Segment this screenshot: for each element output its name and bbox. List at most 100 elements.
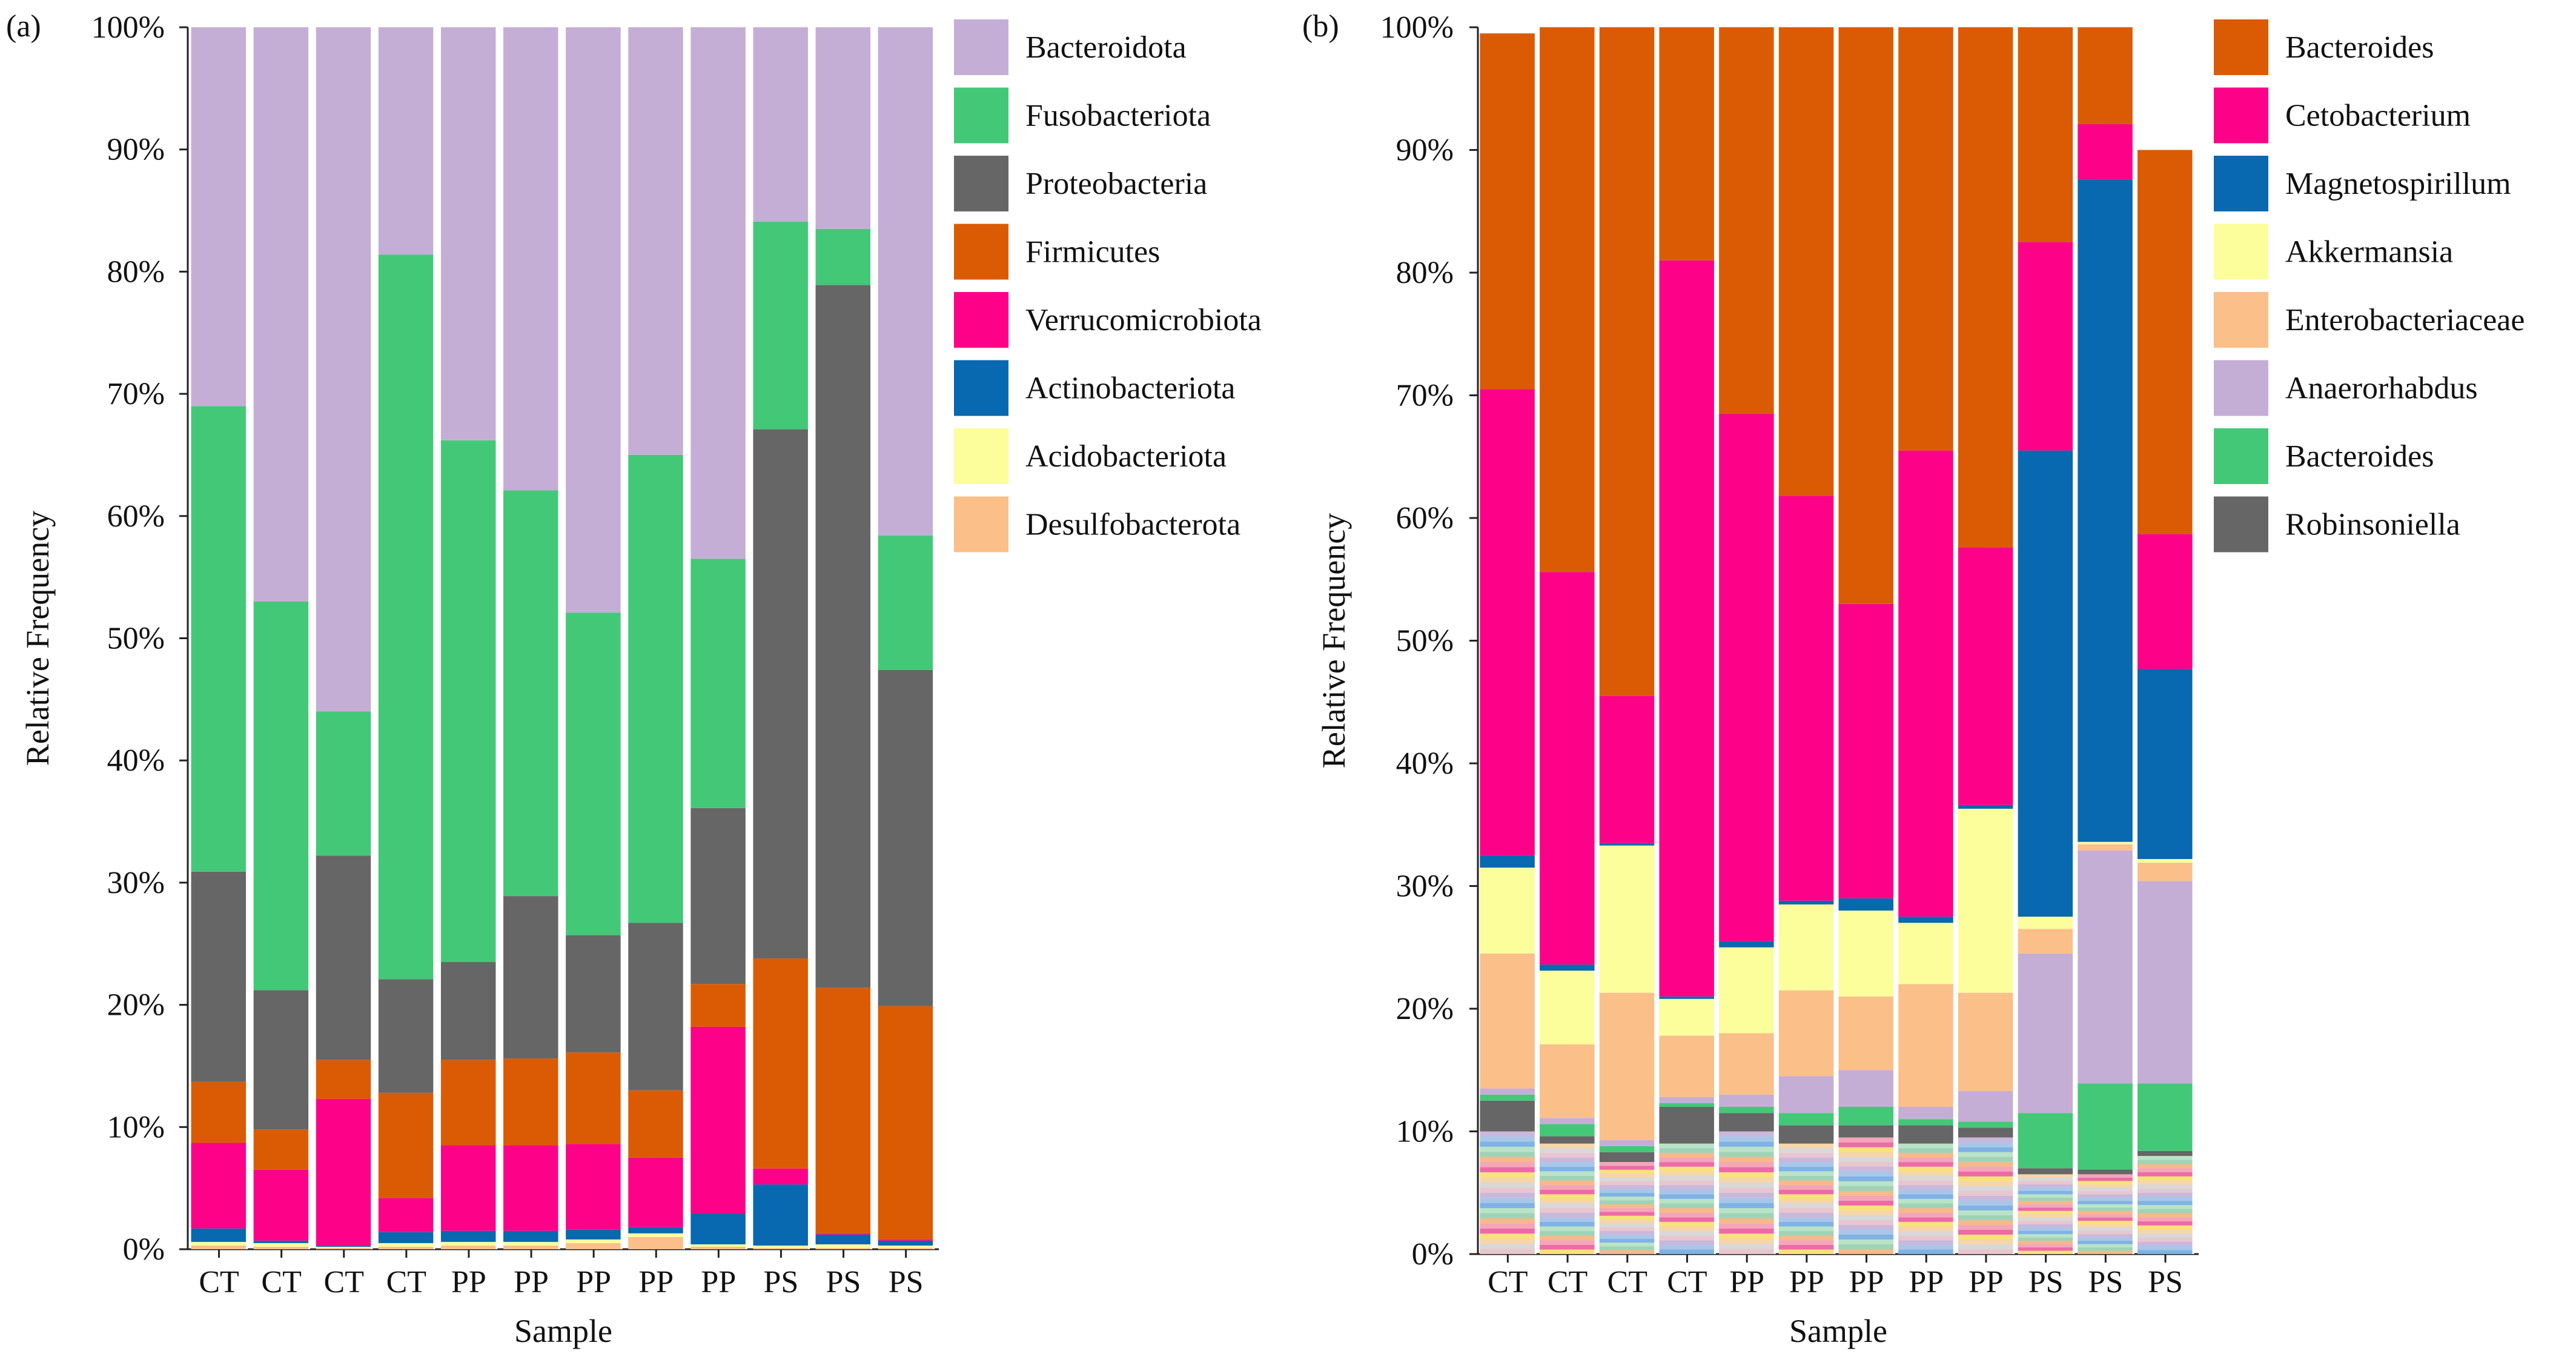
bar-segment-magnetospirillum [1898, 917, 1955, 923]
bar-segment-low-abundance [1838, 1249, 1895, 1254]
bar-segment-low-abundance [1540, 1226, 1596, 1232]
bar-segment-acidobacteriota [878, 1245, 934, 1248]
bar-segment-bacteroides [2078, 27, 2134, 124]
bar-segment-low-abundance [2078, 1207, 2134, 1211]
bar-segment-low-abundance [1719, 1228, 1775, 1234]
bar-segment-low-abundance [1838, 1224, 1895, 1230]
y-tick-label: 20% [1396, 992, 1454, 1026]
bar-segment-low-abundance [1838, 1210, 1895, 1215]
bar-segment-low-abundance [2018, 1250, 2074, 1254]
bar-segment-cetobacterium [1898, 450, 1955, 917]
bar-segment-anaerorhabdus [1778, 1076, 1835, 1114]
bar-segment-magnetospirillum [1778, 900, 1835, 905]
bar-segment-verrucomicrobiota [566, 1144, 622, 1230]
bar-segment-akkermansia [1599, 845, 1655, 993]
bar-segment-verrucomicrobiota [191, 1143, 247, 1229]
bar-segment-low-abundance [1778, 1148, 1835, 1153]
y-tick-label: 100% [91, 10, 165, 45]
y-tick-label: 80% [1396, 256, 1454, 290]
bar-segment-actinobacteriota [440, 1230, 497, 1242]
bar-segment-low-abundance [1719, 1152, 1775, 1157]
bar-segment-actinobacteriota [878, 1240, 934, 1246]
legend-swatch [2214, 496, 2268, 553]
bar-segment-low-abundance [1540, 1240, 1596, 1245]
bar-segment-enterobacteriaceae [1898, 984, 1955, 1107]
bar-segment-low-abundance [1599, 1212, 1655, 1216]
bar-segment-acidobacteriota [628, 1233, 684, 1237]
bar-segment-enterobacteriaceae [1719, 1033, 1775, 1095]
bar-segment-acidobacteriota [191, 1241, 247, 1246]
bar-segment-low-abundance [1659, 1175, 1715, 1181]
bar-segment-low-abundance [2137, 1172, 2194, 1177]
bar-segment-low-abundance [1599, 1231, 1655, 1235]
bar-segment-low-abundance [1659, 1194, 1715, 1199]
bar-segment-proteobacteria [378, 979, 434, 1093]
bar-segment-magnetospirillum [1719, 941, 1775, 948]
bar-segment-low-abundance [1719, 1218, 1775, 1224]
bar-segment-low-abundance [1540, 1203, 1596, 1209]
bar-segment-low-abundance [1778, 1171, 1835, 1176]
bar-segment-low-abundance [1838, 1244, 1895, 1249]
legend-label: Desulfobacterota [1025, 508, 1240, 542]
bar-segment-low-abundance [1719, 1162, 1775, 1167]
bar-segment-low-abundance [1659, 1249, 1715, 1254]
bar-segment-low-abundance [2137, 1229, 2194, 1234]
bar-segment-low-abundance [2078, 1197, 2134, 1201]
bar-segment-low-abundance [1540, 1157, 1596, 1163]
bar-segment-low-abundance [1958, 1190, 2014, 1196]
bar-segment-low-abundance [2078, 1224, 2134, 1228]
bar-segment-low-abundance [1719, 1136, 1775, 1142]
bar-segment-low-abundance [1958, 1244, 2014, 1249]
bar-segment-low-abundance [1778, 1152, 1835, 1158]
bar-segment-low-abundance [1898, 1221, 1955, 1227]
bar-segment-low-abundance [1898, 1208, 1955, 1213]
bar-segment-low-abundance [1838, 1215, 1895, 1220]
bar-segment-verrucomicrobiota [316, 1098, 372, 1246]
bar-segment-cetobacterium [1719, 413, 1775, 941]
bar-segment-low-abundance [1719, 1244, 1775, 1249]
bar-segment-anaerorhabdus [1958, 1090, 2014, 1122]
bar-segment-bacteroidota [316, 27, 372, 712]
bar-segment-desulfobacterota [690, 1246, 747, 1249]
bar-segment-bacteroidota [191, 27, 247, 407]
bar-segment-low-abundance [1719, 1192, 1775, 1198]
bar-segment-low-abundance [1659, 1208, 1715, 1213]
bar-segment-desulfobacterota [378, 1246, 434, 1249]
bar-segment-fusobacteriota [253, 601, 310, 991]
bar-segment-acidobacteriota [503, 1241, 560, 1246]
bar-segment-low-abundance [1838, 1195, 1895, 1201]
bar-segment-low-abundance [1480, 1198, 1536, 1203]
bar-segment-fusobacteriota [753, 221, 809, 430]
bar-segment-acidobacteriota [253, 1243, 310, 1247]
bar-segment-low-abundance [1898, 1198, 1955, 1204]
legend-label: Firmicutes [1025, 235, 1160, 270]
bar-segment-low-abundance [1480, 1167, 1536, 1172]
bar-segment-low-abundance [1838, 1166, 1895, 1172]
y-tick-label: 60% [107, 499, 165, 534]
bar-segment-low-abundance [1778, 1226, 1835, 1232]
bar-segment-low-abundance [1659, 1189, 1715, 1195]
bar-segment-low-abundance [2137, 1156, 2194, 1160]
bar-segment-bacteroides [1480, 33, 1536, 390]
bar-segment-low-abundance [1480, 1136, 1536, 1142]
bar-segment-bacteroidota [878, 27, 934, 536]
bar-segment-low-abundance [1659, 1240, 1715, 1245]
bar-segment-low-abundance [1719, 1172, 1775, 1178]
bar-segment-low-abundance [2078, 1250, 2134, 1254]
legend-label: Fusobacteriota [1025, 99, 1211, 133]
x-tick-label: CT [199, 1265, 239, 1300]
bar-segment-low-abundance [1659, 1198, 1715, 1204]
bar-segment-low-abundance [1778, 1194, 1835, 1199]
bar-segment-firmicutes [566, 1052, 622, 1144]
bar-segment-low-abundance [2078, 1210, 2134, 1215]
bar-segment-low-abundance [1659, 1166, 1715, 1172]
y-axis-label: Relative Frequency [1316, 513, 1352, 768]
bar-segment-low-abundance [1958, 1220, 2014, 1225]
bar-segment-low-abundance [1958, 1166, 2014, 1172]
bar-segment-low-abundance [1540, 1166, 1596, 1172]
bar-segment-low-abundance [2137, 1176, 2194, 1181]
bar-segment-magnetospirillum [2078, 179, 2134, 842]
legend-label: Acidobacteriota [1025, 439, 1227, 474]
bar-segment-low-abundance [1838, 1171, 1895, 1177]
bar-segment-low-abundance [1599, 1208, 1655, 1212]
